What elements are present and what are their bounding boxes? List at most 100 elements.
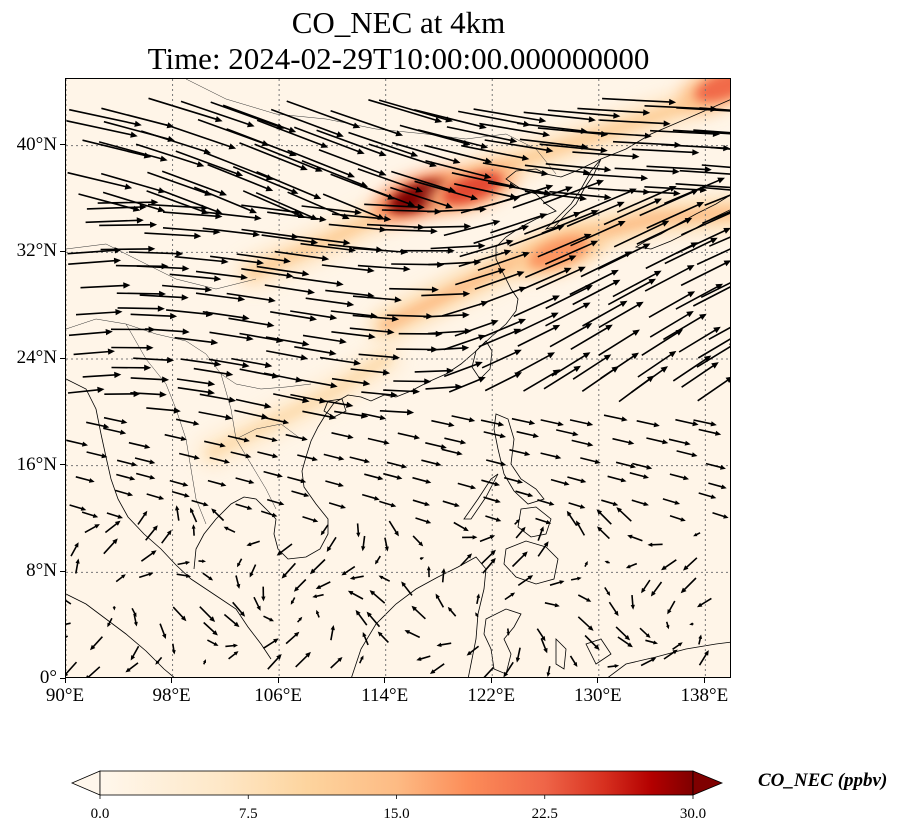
wind-arrow <box>536 628 546 642</box>
wind-arrow <box>547 109 621 119</box>
wind-arrow <box>347 590 364 600</box>
concentration-field <box>195 79 730 470</box>
wind-arrow <box>474 271 525 290</box>
wind-arrow <box>631 499 649 506</box>
wind-arrow <box>379 409 415 416</box>
wind-arrow <box>441 568 446 583</box>
border-line <box>220 373 277 510</box>
wind-arrow <box>323 453 345 461</box>
wind-arrow <box>69 504 87 511</box>
wind-arrow <box>615 626 631 641</box>
wind-arrow <box>571 439 594 447</box>
wind-arrow <box>517 575 534 587</box>
wind-arrow <box>550 478 570 486</box>
wind-arrow <box>130 376 170 383</box>
wind-arrow <box>569 655 578 667</box>
wind-arrow <box>481 349 522 369</box>
wind-arrow <box>208 358 250 369</box>
wind-arrow <box>537 526 544 541</box>
wind-arrow <box>287 149 355 178</box>
wind-arrow <box>457 482 477 490</box>
wind-arrow <box>130 391 167 398</box>
wind-arrow <box>349 327 395 335</box>
wind-arrow <box>435 593 445 608</box>
wind-arrow <box>383 388 420 395</box>
wind-arrow <box>577 594 592 602</box>
wind-arrow <box>195 270 248 281</box>
wind-arrow <box>442 500 460 508</box>
wind-arrow <box>699 107 730 111</box>
wind-arrow <box>503 476 523 484</box>
wind-arrow <box>523 111 596 123</box>
wind-arrow <box>540 638 548 654</box>
x-tick-mark <box>597 678 599 683</box>
wind-arrow <box>566 510 578 527</box>
wind-arrow <box>193 186 257 214</box>
wind-arrow <box>412 499 430 507</box>
wind-arrow <box>228 651 239 660</box>
colorbar-tick-label: 0.0 <box>90 806 110 822</box>
coastline-mindanao <box>503 540 559 585</box>
wind-arrow <box>601 499 619 506</box>
wind-arrow <box>486 459 507 467</box>
wind-arrow <box>683 557 698 571</box>
wind-arrow <box>291 490 310 497</box>
wind-arrow <box>364 473 384 481</box>
wind-arrow <box>676 107 730 112</box>
wind-arrow <box>256 265 310 277</box>
wind-arrow <box>669 473 689 481</box>
wind-arrow <box>478 328 522 348</box>
wind-arrow <box>453 521 469 532</box>
wind-arrow <box>614 167 680 175</box>
wind-arrow <box>326 536 337 552</box>
wind-arrow <box>255 191 319 220</box>
wind-arrow <box>161 170 227 196</box>
wind-arrow <box>174 255 229 265</box>
wind-arrow <box>570 221 626 247</box>
wind-arrow <box>361 493 380 501</box>
wind-arrow <box>451 172 517 189</box>
y-tick-mark <box>60 464 65 466</box>
wind-arrow <box>425 160 492 180</box>
wind-arrow <box>708 482 727 490</box>
wind-arrow <box>482 318 526 338</box>
wind-arrow <box>515 647 521 663</box>
wind-arrow <box>697 597 712 608</box>
wind-arrow <box>698 428 722 436</box>
x-tick-label: 122°E <box>467 685 516 706</box>
wind-arrow <box>477 251 530 271</box>
wind-arrow <box>455 268 506 286</box>
wind-arrow <box>211 508 225 522</box>
coastline-indochina <box>66 378 272 660</box>
wind-arrow <box>644 265 695 292</box>
coastline-maluku <box>555 638 612 670</box>
wind-arrow <box>176 378 216 387</box>
wind-arrow <box>702 210 730 224</box>
wind-arrow <box>322 193 385 220</box>
wind-arrow <box>262 638 279 649</box>
wind-arrow <box>206 152 274 181</box>
wind-arrow <box>577 616 594 631</box>
wind-arrow <box>697 338 730 359</box>
y-tick-mark <box>60 144 65 146</box>
wind-arrow <box>708 326 730 341</box>
wind-arrow <box>364 203 425 211</box>
wind-arrow <box>582 131 652 139</box>
wind-arrow <box>66 120 138 138</box>
wind-arrow <box>692 286 730 307</box>
wind-arrow <box>169 273 222 282</box>
wind-arrow <box>675 283 723 310</box>
wind-arrow <box>511 417 536 426</box>
wind-arrow <box>148 97 223 123</box>
wind-arrow <box>570 324 613 350</box>
wind-arrow <box>226 292 276 303</box>
wind-arrow <box>66 439 88 447</box>
wind-arrow <box>618 189 681 197</box>
wind-arrow <box>293 578 307 592</box>
wind-arrow <box>103 538 118 555</box>
wind-arrow <box>473 225 530 245</box>
wind-arrow <box>237 558 243 568</box>
wind-arrow <box>78 193 141 212</box>
wind-arrow <box>155 656 163 665</box>
wind-arrow <box>103 427 127 435</box>
